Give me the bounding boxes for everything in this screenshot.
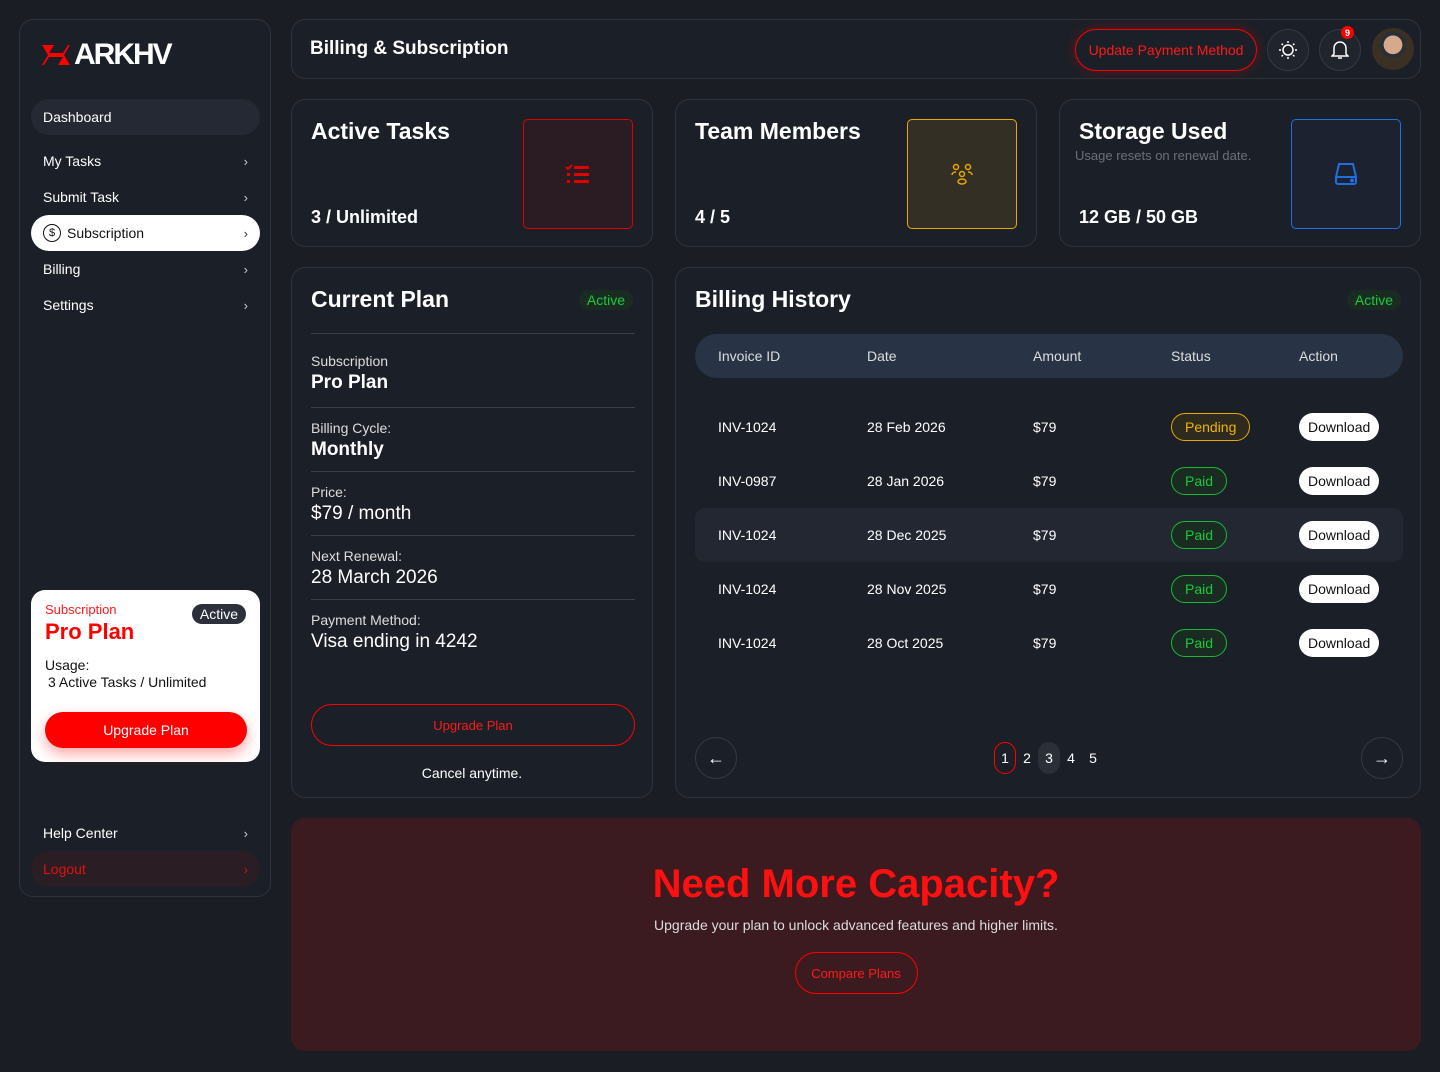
next-page-button[interactable]: → [1361, 737, 1403, 779]
sidebar-item-billing[interactable]: Billing › [43, 261, 248, 277]
bell-icon [1331, 41, 1349, 59]
upgrade-plan-button[interactable]: Upgrade Plan [311, 704, 635, 746]
pagination: 1 2 3 4 5 [994, 742, 1104, 774]
avatar[interactable] [1372, 28, 1414, 70]
page-3[interactable]: 3 [1038, 742, 1060, 774]
update-payment-method-button[interactable]: Update Payment Method [1075, 29, 1257, 71]
sidebar-item-submit-task[interactable]: Submit Task › [43, 189, 248, 205]
status-badge: Paid [1171, 521, 1228, 549]
table-row: INV-1024 28 Dec 2025 $79 Paid Download [695, 508, 1403, 562]
header: Billing & Subscription Update Payment Me… [291, 19, 1421, 79]
status-badge: Active [1346, 290, 1401, 310]
upgrade-plan-button[interactable]: Upgrade Plan [45, 712, 247, 748]
page-1[interactable]: 1 [994, 742, 1016, 774]
status-badge: Active [578, 290, 633, 310]
table-row: INV-1024 28 Nov 2025 $79 Paid Download [695, 562, 1403, 616]
prev-page-button[interactable]: ← [695, 737, 737, 779]
upgrade-cta-banner: Need More Capacity? Upgrade your plan to… [291, 818, 1421, 1051]
download-button[interactable]: Download [1299, 629, 1380, 657]
billing-history-card: Billing History Active Invoice ID Date A… [675, 267, 1421, 798]
hard-drive-icon [1291, 119, 1401, 229]
checklist-icon [523, 119, 633, 229]
arrow-right-icon: → [1373, 747, 1391, 768]
theme-toggle-button[interactable] [1267, 29, 1309, 71]
status-badge: Paid [1171, 629, 1228, 657]
page-2[interactable]: 2 [1023, 750, 1031, 766]
chevron-right-icon: › [243, 861, 248, 877]
stat-card-storage-used: Storage Used Usage resets on renewal dat… [1059, 99, 1421, 247]
sidebar-item-settings[interactable]: Settings › [43, 297, 248, 313]
status-badge: Paid [1171, 575, 1228, 603]
chevron-right-icon: › [243, 261, 248, 277]
dollar-circle-icon: $ [43, 224, 61, 242]
subscription-summary-card: Subscription Pro Plan Active Usage: 3 Act… [31, 590, 260, 762]
team-icon [907, 119, 1017, 229]
table-row: INV-1024 28 Oct 2025 $79 Paid Download [695, 616, 1403, 670]
logout-button[interactable]: Logout › [31, 851, 260, 887]
stat-card-team-members: Team Members 4 / 5 [675, 99, 1037, 247]
sidebar-item-dashboard[interactable]: Dashboard [31, 99, 260, 135]
chevron-right-icon: › [243, 225, 248, 241]
sidebar-item-help-center[interactable]: Help Center › [43, 825, 248, 841]
table-row: INV-1024 28 Feb 2026 $79 Pending Downloa… [695, 400, 1403, 454]
page-5[interactable]: 5 [1089, 750, 1097, 766]
page-4[interactable]: 4 [1067, 750, 1075, 766]
stat-card-active-tasks: Active Tasks 3 / Unlimited [291, 99, 653, 247]
notification-badge: 9 [1341, 26, 1354, 39]
chevron-right-icon: › [243, 297, 248, 313]
status-badge: Paid [1171, 467, 1228, 495]
logo[interactable]: ARKHV [40, 38, 173, 72]
table-header: Invoice ID Date Amount Status Action [695, 334, 1403, 378]
chevron-right-icon: › [243, 153, 248, 169]
download-button[interactable]: Download [1299, 575, 1380, 603]
chevron-right-icon: › [243, 189, 248, 205]
sidebar-item-my-tasks[interactable]: My Tasks › [43, 153, 248, 169]
status-badge: Pending [1171, 413, 1251, 441]
table-row: INV-0987 28 Jan 2026 $79 Paid Download [695, 454, 1403, 508]
sidebar-item-subscription[interactable]: $ Subscription › [31, 215, 260, 251]
chevron-right-icon: › [243, 825, 248, 841]
status-badge: Active [191, 604, 246, 624]
sidebar: ARKHV Dashboard My Tasks › Submit Task › $… [19, 19, 271, 897]
download-button[interactable]: Download [1299, 413, 1380, 441]
arrow-left-icon: ← [707, 747, 725, 768]
current-plan-card: Current Plan Active Subscription Pro Plan… [291, 267, 653, 798]
compare-plans-button[interactable]: Compare Plans [794, 952, 918, 994]
logo-mark-icon [42, 45, 70, 65]
download-button[interactable]: Download [1299, 521, 1380, 549]
page-title: Billing & Subscription [310, 38, 509, 59]
sun-icon [1279, 41, 1297, 59]
notifications-button[interactable]: 9 [1319, 26, 1361, 71]
download-button[interactable]: Download [1299, 467, 1380, 495]
